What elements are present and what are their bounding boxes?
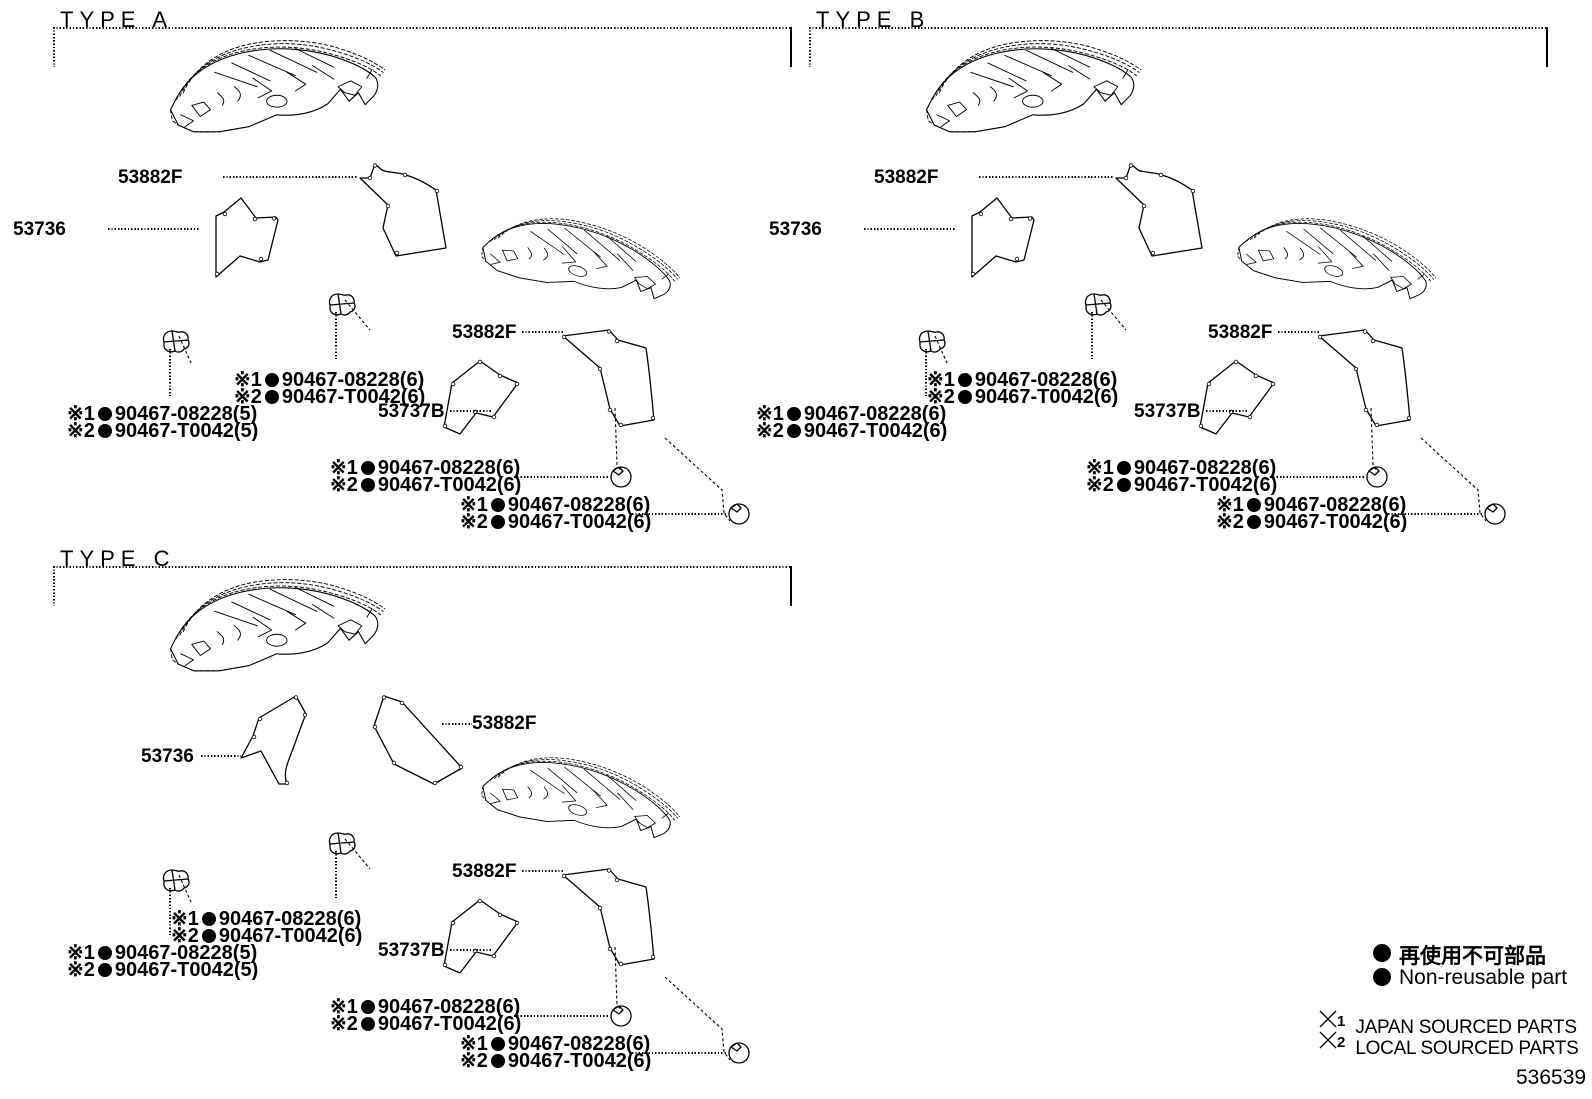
svg-text:2: 2 [1337,1034,1345,1051]
svg-text:1: 1 [1337,1013,1345,1030]
